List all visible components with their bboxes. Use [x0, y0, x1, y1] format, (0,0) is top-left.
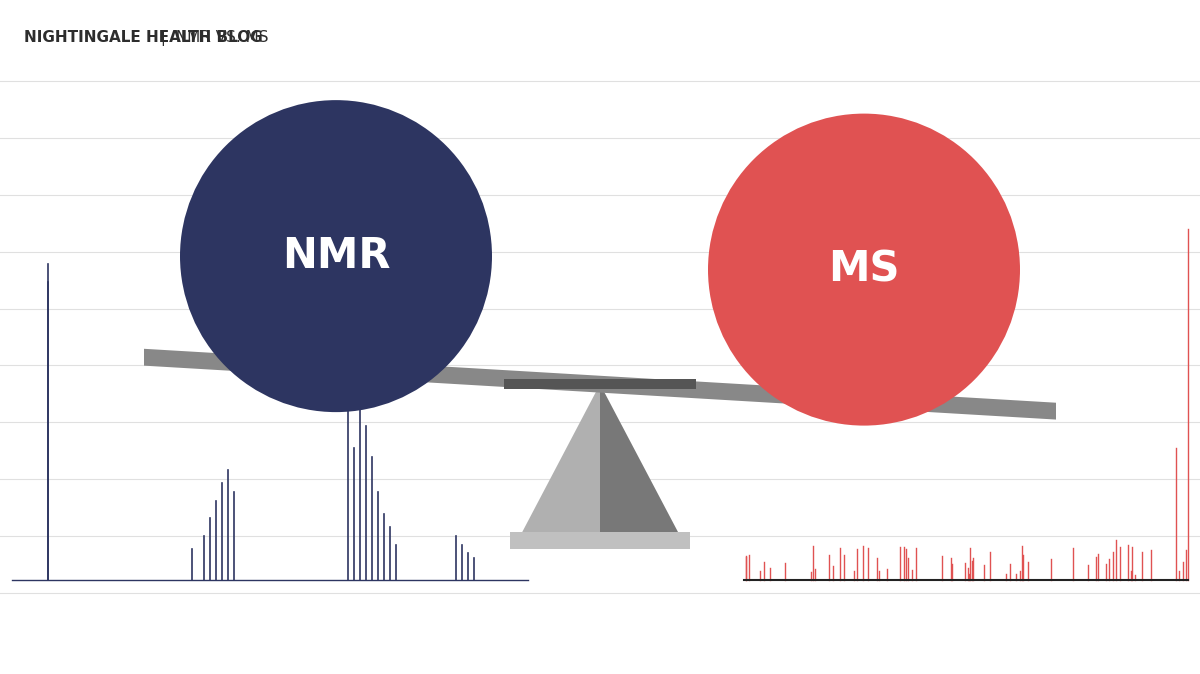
Text: NMR: NMR — [282, 235, 390, 277]
Polygon shape — [510, 532, 690, 549]
Text: NIGHTINGALE HEALTH BLOG: NIGHTINGALE HEALTH BLOG — [24, 30, 263, 45]
Polygon shape — [522, 384, 600, 532]
Ellipse shape — [708, 114, 1020, 425]
Text: MS: MS — [828, 249, 900, 290]
Polygon shape — [144, 349, 1056, 419]
Polygon shape — [504, 379, 696, 390]
Polygon shape — [600, 384, 678, 532]
Text: |  NMR VS. MS: | NMR VS. MS — [156, 30, 269, 47]
Ellipse shape — [180, 100, 492, 412]
